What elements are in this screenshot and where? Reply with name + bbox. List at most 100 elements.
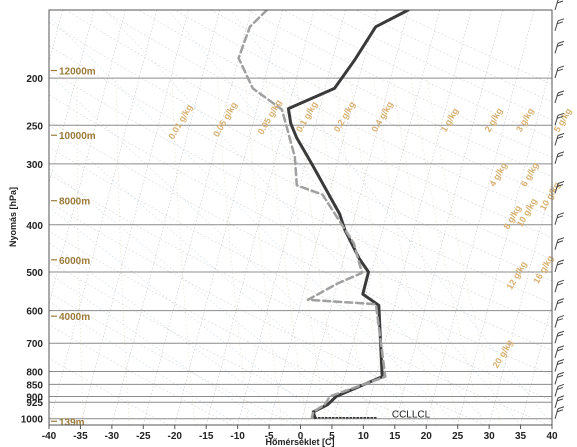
wind-barb-flag [557, 212, 565, 216]
wind-barb-shaft [554, 317, 559, 328]
wind-barb-flag [556, 0, 564, 4]
mixing-ratio-label: 0.05 g/kg [256, 98, 284, 136]
wind-barb-flag [556, 282, 564, 286]
wind-barb-flag [556, 240, 564, 244]
moist-adiabat [167, 10, 521, 425]
dry-adiabat [138, 10, 552, 218]
wind-barb-flag [557, 259, 565, 263]
y-tick-label: 250 [26, 121, 43, 132]
dry-adiabat [355, 10, 552, 103]
wind-barb-flag [557, 383, 565, 387]
altitude-label: 139m [59, 417, 85, 428]
wind-barb-flag [557, 90, 565, 94]
x-tick-label: 30 [484, 431, 496, 442]
dry-adiabat [49, 231, 423, 425]
temperature-line [286, 10, 410, 420]
y-tick-label: 400 [26, 221, 43, 232]
wind-barb-shaft [554, 135, 559, 146]
plot-frame [48, 9, 553, 426]
altitude-label: 6000m [59, 256, 90, 267]
isotherm [205, 10, 315, 425]
x-tick-label: 25 [452, 431, 464, 442]
wind-barb [554, 212, 565, 225]
wind-barb-shaft [554, 43, 559, 54]
mixing-ratio-label: 12 g/kg [505, 259, 529, 291]
x-tick-label: 10 [358, 431, 370, 442]
wind-barb [554, 112, 565, 126]
wind-barb-shaft [554, 67, 559, 79]
x-tick-label: -20 [168, 431, 183, 442]
wind-barb [554, 298, 565, 311]
x-tick-label: 15 [389, 431, 401, 442]
dry-adiabat [102, 10, 552, 239]
wind-barb-flag [557, 237, 565, 241]
x-tick-label: 35 [515, 431, 527, 442]
wind-barb [554, 18, 565, 31]
wind-barb [554, 133, 565, 146]
mixing-ratio-line [115, 78, 130, 425]
moist-adiabat [49, 168, 364, 425]
wind-barb-flag [557, 330, 565, 334]
x-axis-title: Hőmérséklet [C] [265, 437, 334, 447]
x-tick-label: 20 [421, 431, 433, 442]
wind-barb-flag [556, 348, 564, 352]
wind-barb-flag [556, 398, 564, 402]
mixing-ratio-label: 0.01 g/kg [166, 103, 194, 141]
wind-barb-flag [556, 374, 564, 378]
moist-adiabat [49, 73, 427, 425]
wind-barb-flag [556, 43, 564, 47]
isotherm [363, 10, 472, 425]
y-tick-label: 925 [26, 398, 43, 409]
wind-barb-shaft [554, 397, 559, 409]
wind-barb-flag [557, 395, 565, 399]
dry-adiabat [319, 10, 552, 121]
isotherm [520, 303, 552, 425]
y-tick-label: 800 [26, 368, 43, 379]
dewpoint-line [237, 10, 387, 419]
wind-barb-shaft [554, 214, 559, 225]
wind-barb-flag [557, 112, 565, 116]
isotherm [268, 10, 378, 425]
wind-barb-flag [556, 93, 564, 97]
wind-barb-shaft [554, 386, 559, 397]
dry-adiabat [391, 10, 552, 85]
isotherm [331, 10, 441, 425]
wind-barb [554, 383, 565, 397]
wind-barb-flag [557, 151, 565, 155]
wind-barb-flag [557, 298, 565, 302]
x-tick-label: -25 [136, 431, 151, 442]
wind-barb-flag [556, 136, 564, 139]
mixing-ratio-label: 0.4 g/kg [369, 100, 394, 134]
mixing-ratio-label: 20 g/kg [491, 338, 515, 370]
wind-barb [554, 395, 565, 409]
dry-adiabat [283, 10, 552, 139]
isotherm [49, 10, 95, 185]
wind-barb [554, 259, 565, 273]
wind-barb-flag [557, 279, 565, 283]
moist-adiabat [105, 10, 490, 425]
y-tick-label: 600 [26, 307, 43, 318]
moist-adiabat [49, 124, 395, 425]
wind-barb-flag [557, 65, 565, 69]
wind-barb-flag [556, 262, 564, 266]
mixing-ratio-line [349, 78, 409, 425]
y-axis-title: Nyomás [hPa] [8, 187, 18, 247]
wind-barb-flag [556, 318, 564, 322]
wind-barb-shaft [554, 408, 559, 419]
wind-barb-flag [557, 359, 565, 362]
wind-barb-flag [557, 315, 565, 319]
dry-adiabat [49, 324, 232, 425]
altitude-label: 10000m [59, 131, 96, 142]
isotherm [49, 10, 158, 425]
moist-adiabat [49, 241, 301, 425]
mixing-ratio-line [426, 78, 502, 425]
wind-barb-shaft [554, 333, 559, 344]
mixing-ratio-label: 3 g/kg [514, 106, 536, 134]
mixing-ratio-label: 5 g/kg [552, 106, 574, 134]
mixing-ratio-line [335, 78, 391, 425]
wind-barb [554, 330, 565, 344]
isotherm [394, 10, 503, 425]
isotherm [488, 182, 552, 425]
